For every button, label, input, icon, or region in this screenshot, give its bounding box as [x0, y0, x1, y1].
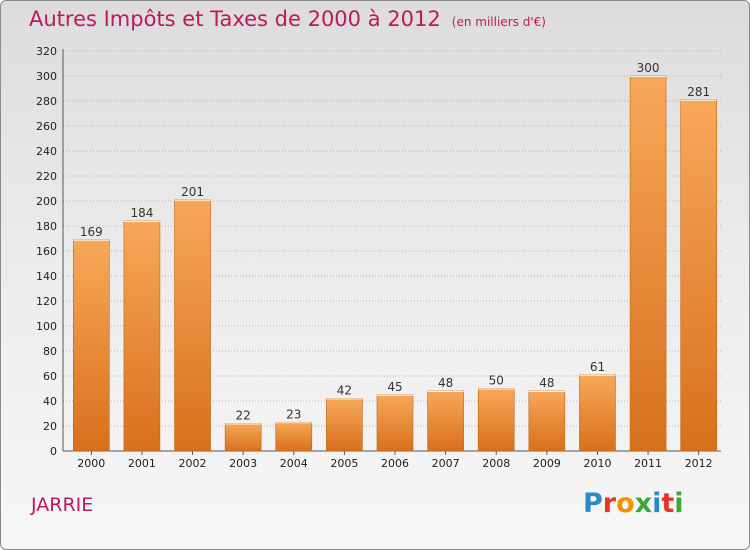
x-tick-label: 2010 [583, 457, 611, 470]
y-tick-label: 140 [36, 270, 57, 283]
x-tick-label: 2004 [280, 457, 308, 470]
logo-letter: r [602, 488, 617, 519]
bar [73, 239, 110, 452]
bar [174, 199, 211, 452]
logo-letter: i [674, 488, 684, 519]
y-tick-label: 220 [36, 170, 57, 183]
bar [123, 220, 161, 452]
data-label: 201 [181, 185, 204, 199]
data-label: 169 [80, 225, 103, 239]
y-tick-label: 120 [36, 295, 57, 308]
data-label: 45 [387, 380, 402, 394]
x-tick-label: 2009 [533, 457, 561, 470]
y-tick-label: 280 [36, 95, 57, 108]
bar [528, 390, 566, 452]
bar [326, 398, 363, 452]
bar [629, 75, 667, 452]
x-tick-label: 2003 [229, 457, 257, 470]
logo-letter: t [661, 488, 675, 519]
y-tick-label: 180 [36, 220, 57, 233]
bar [275, 421, 313, 452]
y-tick-label: 320 [36, 45, 57, 58]
y-tick-label: 20 [43, 420, 57, 433]
x-tick-label: 2012 [685, 457, 713, 470]
data-label: 23 [286, 407, 301, 421]
bar [680, 99, 717, 452]
y-tick-label: 200 [36, 195, 57, 208]
data-label: 50 [489, 374, 504, 388]
data-label: 184 [130, 206, 153, 220]
x-tick-label: 2001 [128, 457, 156, 470]
data-label: 22 [236, 409, 251, 423]
data-label: 42 [337, 384, 352, 398]
y-tick-label: 240 [36, 145, 57, 158]
x-tick-label: 2008 [482, 457, 510, 470]
bar [224, 423, 262, 452]
y-tick-label: 0 [50, 445, 57, 458]
data-labels: 169 184 201 22 23 42 45 48 50 48 61 300 281 [80, 61, 710, 423]
bar [477, 388, 515, 452]
x-tick-label: 2002 [179, 457, 207, 470]
y-tick-label: 160 [36, 245, 57, 258]
x-tick-label: 2011 [634, 457, 662, 470]
axes: 0 20 40 60 80 100 120 140 160 180 200 220 240 260 280 3… [36, 45, 721, 470]
data-label: 48 [438, 376, 453, 390]
data-label: 61 [590, 360, 605, 374]
proxiti-logo: Proxiti [583, 488, 684, 519]
bar [376, 394, 414, 452]
y-tick-label: 40 [43, 395, 57, 408]
city-name: JARRIE [31, 494, 94, 516]
bar [579, 374, 616, 452]
data-label: 281 [687, 85, 710, 99]
logo-letter: o [616, 488, 635, 519]
y-tick-label: 80 [43, 345, 57, 358]
bar [427, 390, 464, 452]
logo-letter: x [634, 488, 653, 519]
y-tick-label: 260 [36, 120, 57, 133]
chart-title-block: Autres Impôts et Taxes de 2000 à 2012 (e… [29, 7, 546, 31]
x-tick-label: 2000 [77, 457, 105, 470]
chart-title: Autres Impôts et Taxes de 2000 à 2012 [29, 7, 441, 31]
chart-unit: (en milliers d'€) [451, 15, 546, 29]
logo-letter: P [583, 488, 603, 519]
x-tick-label: 2007 [432, 457, 460, 470]
y-tick-label: 100 [36, 320, 57, 333]
y-tick-label: 300 [36, 70, 57, 83]
data-label: 48 [539, 376, 554, 390]
data-label: 300 [637, 61, 660, 75]
logo-letter: i [652, 488, 662, 519]
x-tick-label: 2005 [330, 457, 358, 470]
y-tick-label: 60 [43, 370, 57, 383]
bars [73, 75, 717, 452]
x-tick-label: 2006 [381, 457, 409, 470]
